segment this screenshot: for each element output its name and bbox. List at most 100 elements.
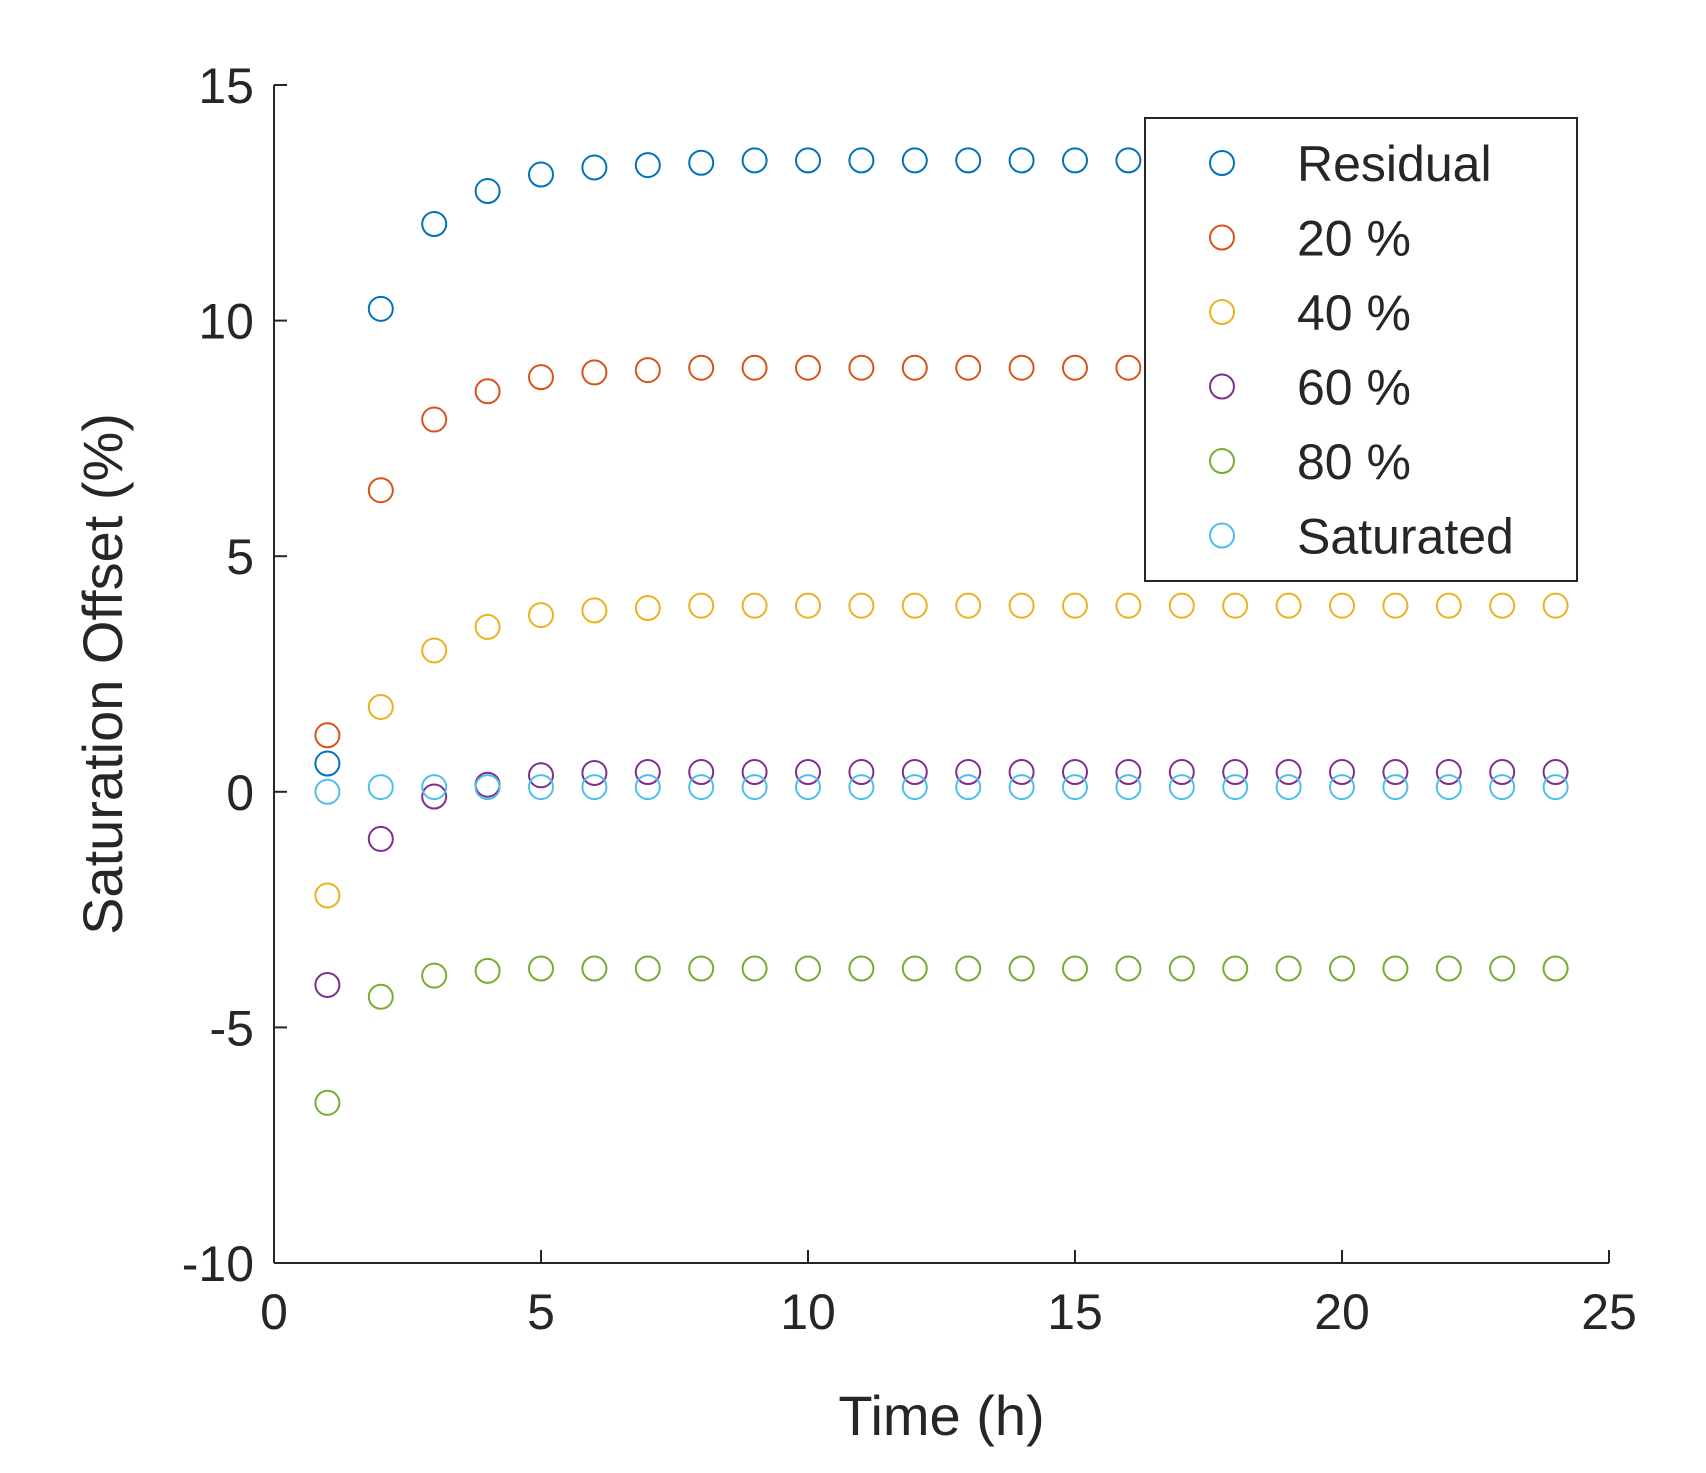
data-point — [1542, 759, 1569, 786]
data-point — [1542, 955, 1569, 982]
y-tick-label: 10 — [198, 294, 254, 350]
data-point — [367, 693, 394, 720]
legend-marker — [1209, 150, 1235, 176]
data-point — [474, 613, 501, 640]
data-point — [634, 357, 661, 384]
data-point — [1008, 759, 1035, 786]
y-tick-label: 0 — [226, 765, 254, 821]
legend: Residual 20 % 40 % 60 % 80 % Saturated — [1144, 117, 1578, 582]
legend-box — [1144, 117, 1578, 582]
series-40-pct — [314, 592, 1569, 909]
data-point — [528, 774, 554, 801]
data-point — [1062, 147, 1088, 174]
data-point — [1222, 592, 1249, 619]
data-point — [901, 759, 928, 786]
data-point — [1062, 592, 1088, 619]
data-point — [581, 597, 608, 624]
data-point — [688, 592, 715, 619]
data-point — [1542, 592, 1569, 619]
data-point — [1382, 774, 1409, 801]
data-point — [795, 354, 821, 381]
data-point — [314, 971, 341, 998]
data-point — [848, 955, 875, 982]
data-point — [688, 149, 715, 176]
data-point — [1435, 592, 1462, 619]
data-point — [688, 774, 715, 801]
data-point — [1168, 774, 1195, 801]
legend-marker — [1209, 522, 1235, 549]
data-point — [528, 161, 554, 188]
data-point — [581, 955, 608, 982]
legend-marker — [1209, 448, 1235, 474]
data-point — [901, 774, 928, 801]
data-point — [1275, 759, 1302, 786]
data-point — [367, 477, 394, 504]
y-tick-label: 15 — [198, 58, 254, 114]
data-point — [1382, 759, 1409, 786]
data-point — [314, 722, 341, 749]
data-point — [1008, 774, 1035, 801]
data-point — [901, 955, 928, 982]
data-point — [634, 774, 661, 801]
data-point — [901, 354, 928, 381]
data-point — [421, 774, 448, 801]
data-point — [848, 592, 875, 619]
series-60-pct — [314, 759, 1569, 998]
data-point — [955, 147, 982, 174]
data-point — [421, 962, 448, 989]
data-point — [1542, 774, 1569, 801]
y-tick-label: -10 — [182, 1236, 254, 1292]
data-point — [741, 592, 768, 619]
data-point — [1222, 955, 1249, 982]
data-point — [795, 759, 821, 786]
data-point — [1115, 354, 1142, 381]
data-point — [314, 882, 341, 909]
data-point — [474, 378, 501, 405]
legend-marker — [1209, 299, 1235, 325]
data-point — [955, 354, 982, 381]
data-point — [634, 152, 661, 179]
data-point — [741, 955, 768, 982]
data-point — [955, 955, 982, 982]
data-point — [528, 602, 554, 629]
series-saturated — [314, 774, 1569, 805]
data-point — [795, 592, 821, 619]
data-point — [1329, 592, 1355, 619]
data-point — [1382, 955, 1409, 982]
legend-entry-label: 20 % — [1297, 211, 1411, 267]
data-point — [848, 354, 875, 381]
data-point — [1382, 592, 1409, 619]
data-point — [1062, 774, 1088, 801]
data-point — [1435, 759, 1462, 786]
legend-marker — [1209, 373, 1235, 400]
data-point — [314, 1089, 341, 1116]
data-point — [528, 955, 554, 982]
y-tick-label: 5 — [226, 529, 254, 585]
data-point — [367, 295, 394, 322]
data-point — [795, 147, 821, 174]
data-point — [367, 774, 394, 801]
legend-marker — [1209, 224, 1235, 251]
data-point — [1275, 955, 1302, 982]
data-point — [634, 595, 661, 622]
data-point — [1275, 774, 1302, 801]
data-point — [1435, 955, 1462, 982]
data-point — [795, 774, 821, 801]
data-point — [1008, 955, 1035, 982]
data-point — [474, 774, 501, 801]
data-point — [367, 825, 394, 852]
series-80-pct — [314, 955, 1569, 1116]
data-point — [955, 759, 982, 786]
legend-entry-label: Residual — [1297, 136, 1492, 192]
data-point — [1329, 955, 1355, 982]
data-point — [421, 211, 448, 238]
data-point — [1115, 759, 1142, 786]
data-point — [581, 774, 608, 801]
data-point — [634, 955, 661, 982]
data-point — [1329, 774, 1355, 801]
data-point — [848, 759, 875, 786]
data-point — [848, 774, 875, 801]
data-point — [1062, 354, 1088, 381]
data-point — [901, 592, 928, 619]
